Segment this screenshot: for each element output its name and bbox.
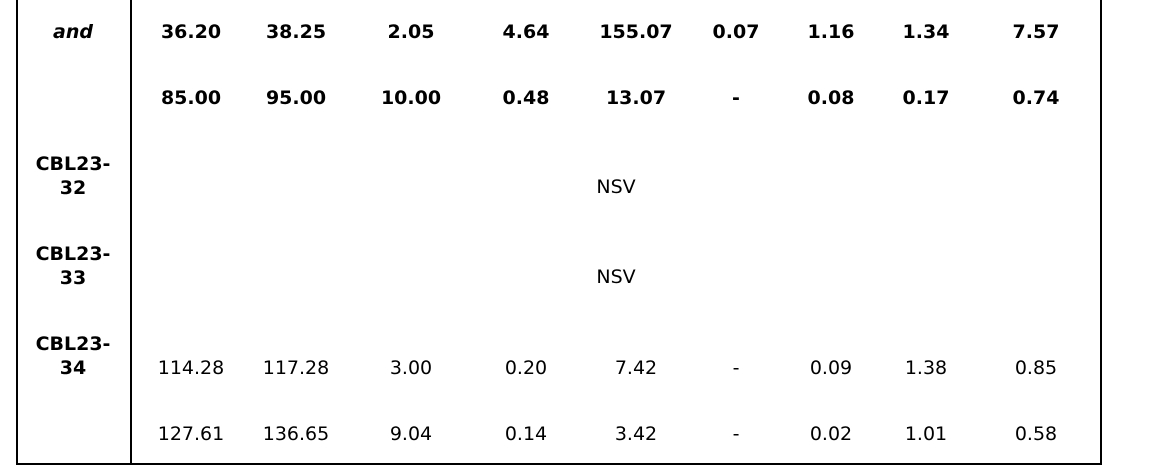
- table-label-divider: [130, 0, 132, 465]
- cell-r4-c7: 1.38: [881, 356, 971, 380]
- cell-r1-c4: 13.07: [586, 86, 686, 110]
- nsv-text-cbl23-32: NSV: [132, 175, 1100, 199]
- cell-r1-c7: 0.17: [881, 86, 971, 110]
- results-table: and 36.20 38.25 2.05 4.64 155.07 0.07 1.…: [16, 0, 1102, 465]
- table-bottom-border: [16, 463, 1102, 465]
- row-label-cbl23-33: CBL23- 33: [16, 242, 130, 290]
- cell-r0-c0: 36.20: [146, 20, 236, 44]
- cell-r5-c6: 0.02: [786, 422, 876, 446]
- cell-r5-c7: 1.01: [881, 422, 971, 446]
- cell-r4-c3: 0.20: [481, 356, 571, 380]
- cell-r1-c8: 0.74: [991, 86, 1081, 110]
- cell-r0-c5: 0.07: [691, 20, 781, 44]
- cell-r0-c8: 7.57: [991, 20, 1081, 44]
- cell-r1-c0: 85.00: [146, 86, 236, 110]
- cell-r5-c1: 136.65: [251, 422, 341, 446]
- cell-r4-c2: 3.00: [366, 356, 456, 380]
- cell-r4-c1: 117.28: [251, 356, 341, 380]
- cell-r5-c2: 9.04: [366, 422, 456, 446]
- cell-r1-c5: -: [691, 86, 781, 110]
- cell-r0-c1: 38.25: [251, 20, 341, 44]
- cell-r1-c6: 0.08: [786, 86, 876, 110]
- cell-r5-c8: 0.58: [991, 422, 1081, 446]
- row-label-and: and: [16, 20, 130, 44]
- nsv-text-cbl23-33: NSV: [132, 265, 1100, 289]
- cell-r1-c1: 95.00: [251, 86, 341, 110]
- cell-r1-c2: 10.00: [366, 86, 456, 110]
- row-label-cbl23-32: CBL23- 32: [16, 152, 130, 200]
- cell-r5-c0: 127.61: [146, 422, 236, 446]
- cell-r0-c3: 4.64: [481, 20, 571, 44]
- row-label-cbl23-34: CBL23- 34: [16, 332, 130, 380]
- cell-r5-c5: -: [691, 422, 781, 446]
- cell-r4-c4: 7.42: [586, 356, 686, 380]
- cell-r5-c4: 3.42: [586, 422, 686, 446]
- cell-r1-c3: 0.48: [481, 86, 571, 110]
- cell-r0-c6: 1.16: [786, 20, 876, 44]
- cell-r4-c6: 0.09: [786, 356, 876, 380]
- cell-r4-c5: -: [691, 356, 781, 380]
- cell-r0-c4: 155.07: [586, 20, 686, 44]
- cell-r4-c0: 114.28: [146, 356, 236, 380]
- cell-r0-c2: 2.05: [366, 20, 456, 44]
- cell-r5-c3: 0.14: [481, 422, 571, 446]
- cell-r0-c7: 1.34: [881, 20, 971, 44]
- table-left-border: [16, 0, 18, 465]
- cell-r4-c8: 0.85: [991, 356, 1081, 380]
- table-right-border: [1100, 0, 1102, 465]
